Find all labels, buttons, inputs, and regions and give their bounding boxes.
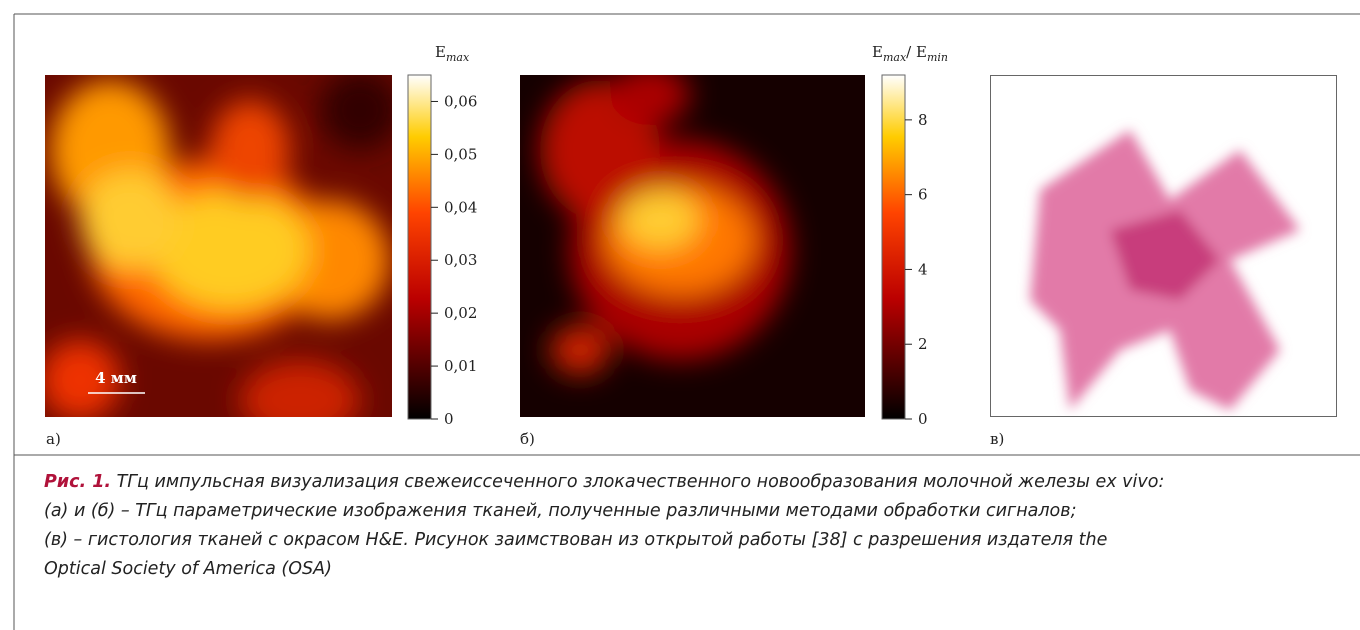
caption-line: Рис. 1. ТГц импульсная визуализация свеж… <box>44 468 1164 497</box>
colorbar <box>882 75 905 419</box>
colorbar-title-part: E <box>872 43 883 61</box>
caption: Рис. 1. ТГц импульсная визуализация свеж… <box>44 468 1164 584</box>
colorbar-title-part: max <box>446 51 470 64</box>
tick-label: 0,05 <box>444 145 477 163</box>
image-b <box>520 65 865 417</box>
tick-label: 0,04 <box>444 198 477 216</box>
colorbar-title-part: max <box>883 51 907 64</box>
page: 4 мм а) б) в) 0 0,01 0,02 0,03 0,04 0,05 0,06 E… <box>0 0 1360 630</box>
scale-bar-label: 4 мм <box>95 369 137 387</box>
colorbar-title: Emax <box>435 43 470 64</box>
panel-label: б) <box>520 430 535 448</box>
tick-label: 0 <box>918 410 928 428</box>
colorbar-title-part: / E <box>906 43 927 61</box>
caption-line: (в) – гистология тканей с окрасом H&E. Р… <box>44 526 1164 555</box>
tick-label: 2 <box>918 335 928 353</box>
tick-label: 0,06 <box>444 92 477 110</box>
image-a <box>40 70 400 440</box>
colorbar-title-part: min <box>927 51 948 64</box>
image-c <box>990 75 1337 417</box>
caption-line: (а) и (б) – ТГц параметрические изображе… <box>44 497 1164 526</box>
caption-text: ТГц импульсная визуализация свежеиссечен… <box>117 472 1165 492</box>
tick-label: 4 <box>918 260 928 278</box>
tick-label: 6 <box>918 186 928 204</box>
caption-label: Рис. 1. <box>44 472 111 492</box>
panel-label: а) <box>46 430 61 448</box>
colorbar <box>408 75 431 419</box>
tick-label: 0,03 <box>444 251 477 269</box>
tick-label: 8 <box>918 111 928 129</box>
panel-label: в) <box>990 430 1004 448</box>
tick-label: 0,01 <box>444 357 477 375</box>
tick-label: 0,02 <box>444 304 477 322</box>
caption-line: Optical Society of America (OSA) <box>44 555 1164 584</box>
colorbar-title-part: E <box>435 43 446 61</box>
tick-label: 0 <box>444 410 454 428</box>
colorbar-title: Emax/ Emin <box>872 43 948 64</box>
